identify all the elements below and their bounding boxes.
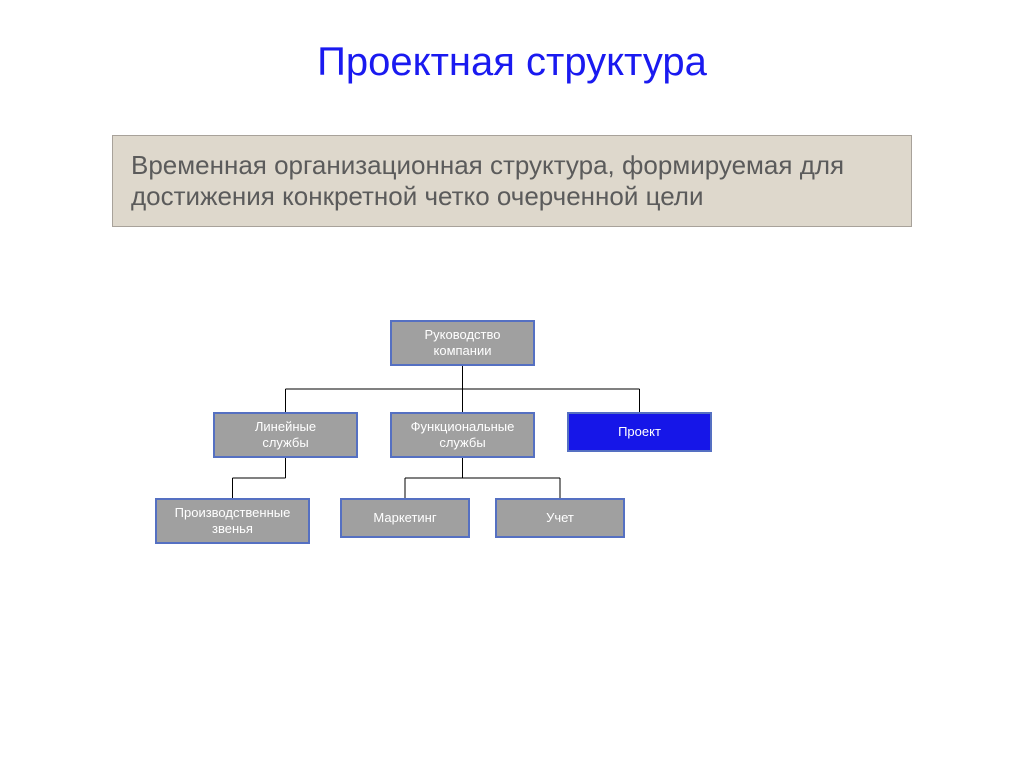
org-node-prod: Производственные звенья <box>155 498 310 544</box>
org-node-proj: Проект <box>567 412 712 452</box>
org-node-acct: Учет <box>495 498 625 538</box>
org-node-line: Линейные службы <box>213 412 358 458</box>
org-chart: Руководство компании Линейные службы Функц… <box>155 320 775 580</box>
definition-text: Временная организационная структура, фор… <box>131 150 844 211</box>
page-title: Проектная структура <box>0 40 1024 85</box>
org-node-func: Функциональные службы <box>390 412 535 458</box>
slide: Проектная структура Временная организаци… <box>0 0 1024 767</box>
org-node-root: Руководство компании <box>390 320 535 366</box>
definition-box: Временная организационная структура, фор… <box>112 135 912 227</box>
org-node-mkt: Маркетинг <box>340 498 470 538</box>
